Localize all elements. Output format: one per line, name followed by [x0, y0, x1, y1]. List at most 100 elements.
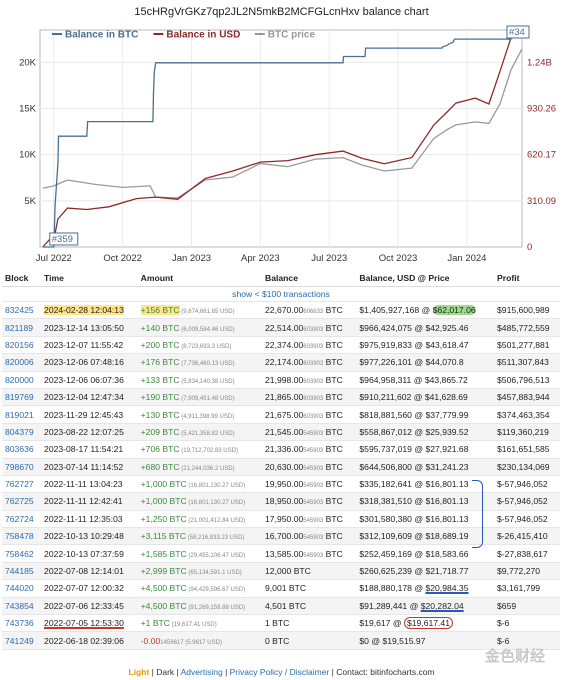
footer: Light | Dark | Advertising | Privacy Pol… — [128, 667, 435, 677]
tx-profit: $3,161,799 — [494, 579, 560, 598]
column-header[interactable]: Block — [2, 270, 42, 287]
tx-balance-usd: $318,381,510 @ $16,801.13 — [356, 492, 495, 511]
tx-time: 2023-08-17 11:54:21 — [41, 440, 138, 459]
tx-profit: $9,772,270 — [494, 562, 560, 581]
block-link[interactable]: 803636 — [2, 440, 42, 459]
tx-time: 2022-07-07 12:00:32 — [41, 579, 138, 598]
amount-btc: +2,999 BTC — [140, 566, 187, 577]
tx-balance: 19,950.00545903 BTC — [262, 475, 357, 494]
block-link[interactable]: 743854 — [2, 597, 42, 616]
balance-usd-value: $335,182,641 @ — [359, 479, 426, 490]
balance-unit: BTC — [323, 374, 343, 385]
light-theme-link[interactable]: Light — [128, 667, 150, 677]
tx-time-value: 2023-08-22 12:07:25 — [44, 426, 124, 437]
btc-price-value: $25,939.52 — [425, 426, 469, 437]
btc-price-value: $18,583.66 — [425, 548, 469, 559]
balance-unit: BTC — [323, 322, 343, 333]
tx-time: 2023-07-14 11:14:52 — [41, 458, 138, 476]
balance-usd-value: $910,211,602 @ — [359, 392, 425, 403]
block-link[interactable]: 819769 — [2, 388, 42, 407]
block-link[interactable]: 821189 — [2, 318, 42, 337]
amount-usd: (16,801,130.27 USD) — [186, 483, 246, 490]
tx-balance: 9,001 BTC — [262, 579, 357, 598]
tx-balance: 22,670.00606633 BTC — [262, 301, 357, 320]
column-header[interactable]: Balance, USD @ Price — [356, 270, 495, 287]
table-body: show < $100 transactions 832425 2024-02-28… — [2, 286, 560, 650]
show-small-tx-link[interactable]: show < $100 transactions — [2, 286, 560, 302]
block-link[interactable]: 762724 — [2, 510, 42, 529]
balance-unit: BTC — [323, 409, 343, 420]
balance-value: 19,950.00 — [265, 479, 304, 490]
balance-unit: BTC — [323, 357, 343, 368]
balance-value: 13,585.00 — [265, 548, 304, 559]
block-link[interactable]: 762727 — [2, 475, 42, 494]
tx-balance-usd: $312,109,609 @ $18,689.19 — [356, 527, 495, 546]
balance-usd-value: $975,919,833 @ — [359, 339, 426, 350]
tx-time-value: 2023-12-07 11:55:42 — [44, 339, 124, 350]
amount-usd: (5,421,358.82 USD) — [179, 430, 235, 437]
tx-time: 2022-11-11 12:42:41 — [41, 492, 138, 511]
balance-usd-value: $977,226,101 @ — [359, 357, 426, 368]
block-link[interactable]: 762725 — [2, 492, 42, 511]
block-link[interactable]: 820000 — [2, 371, 42, 389]
amount-btc: +706 BTC — [140, 444, 180, 455]
tx-time-value: 2023-12-06 06:07:36 — [44, 374, 124, 385]
block-link[interactable]: 758462 — [2, 544, 42, 563]
block-link[interactable]: 744185 — [2, 562, 42, 581]
btc-price-value: $41,628.69 — [424, 392, 468, 403]
tx-profit: $659 — [494, 597, 560, 616]
column-header[interactable]: Time — [41, 270, 138, 287]
column-header[interactable]: Amount — [137, 270, 263, 287]
column-header[interactable]: Balance — [262, 270, 357, 287]
tx-amount: +680 BTC (21,244,036.2 USD) — [137, 458, 263, 476]
block-link[interactable]: 832425 — [2, 301, 42, 320]
block-link[interactable]: 820006 — [2, 353, 42, 372]
block-link[interactable]: 743736 — [2, 614, 42, 633]
block-link[interactable]: 741249 — [2, 631, 42, 650]
btc-price-value: $31,241.23 — [425, 461, 469, 472]
btc-price-value: $18,689.19 — [425, 531, 469, 542]
balance-value: 1 — [265, 618, 270, 629]
tx-balance-usd: $188,880,178 @ $20,984.35 — [356, 579, 495, 598]
block-link[interactable]: 798670 — [2, 458, 42, 476]
block-link[interactable]: 804379 — [2, 423, 42, 442]
tx-balance: 13,585.00545903 BTC — [262, 544, 357, 563]
tx-time-value: 2022-10-13 10:29:48 — [44, 531, 124, 542]
x-tick-label: Apr 2023 — [241, 253, 280, 264]
tx-time-value: 2023-12-06 07:48:16 — [44, 357, 124, 368]
balance-unit: BTC — [286, 583, 307, 594]
tx-balance: 20,630.00545903 BTC — [262, 458, 357, 476]
amount-usd: (21,001,412.84 USD) — [186, 517, 246, 524]
balance-subunits: 603903 — [303, 396, 324, 403]
amount-usd: (7,909,451.48 USD) — [179, 396, 235, 403]
amount-btc: +680 BTC — [140, 461, 180, 472]
dark-theme-link[interactable]: Dark — [156, 667, 175, 677]
tx-profit: $-27,838,617 — [494, 544, 560, 563]
tx-time: 2022-07-05 12:53:30 — [41, 614, 138, 633]
chart-annotations: #359 #34 — [49, 25, 530, 246]
balance-subunits: 545903 — [303, 448, 324, 455]
tx-time-value: 2022-10-13 07:37:59 — [44, 548, 124, 559]
block-link[interactable]: 820156 — [2, 336, 42, 355]
balance-usd-value: $252,459,169 @ — [359, 548, 426, 559]
block-link[interactable]: 758478 — [2, 527, 42, 546]
tx-balance-usd: $975,919,833 @ $43,618.47 — [356, 336, 495, 355]
tx-balance: 22,174.00603903 BTC — [262, 353, 357, 372]
privacy-link[interactable]: Privacy Policy / Disclaimer — [229, 667, 330, 677]
tx-profit: $506,796,513 — [494, 371, 560, 389]
amount-usd: (8,723,693.3 USD) — [179, 343, 232, 350]
tx-profit: $-6 — [494, 631, 560, 650]
tx-balance-usd: $252,459,169 @ $18,583.66 — [356, 544, 495, 563]
block-link[interactable]: 744020 — [2, 579, 42, 598]
column-header[interactable]: Profit — [494, 270, 560, 287]
balance-subunits: 603903 — [303, 413, 324, 420]
advertising-link[interactable]: Advertising — [180, 667, 223, 677]
tx-balance: 1 BTC — [262, 614, 357, 633]
tx-amount: +1,000 BTC (16,801,130.27 USD) — [137, 492, 263, 511]
balance-usd-value: $1,405,927,168 @ — [359, 305, 433, 316]
watermark-logo: 金色财经 — [484, 648, 545, 665]
balance-value: 4,501 — [265, 600, 287, 611]
block-link[interactable]: 819021 — [2, 405, 42, 424]
tx-balance: 21,865.00603903 BTC — [262, 388, 357, 407]
btc-price-value: $16,801.13 — [425, 513, 469, 524]
